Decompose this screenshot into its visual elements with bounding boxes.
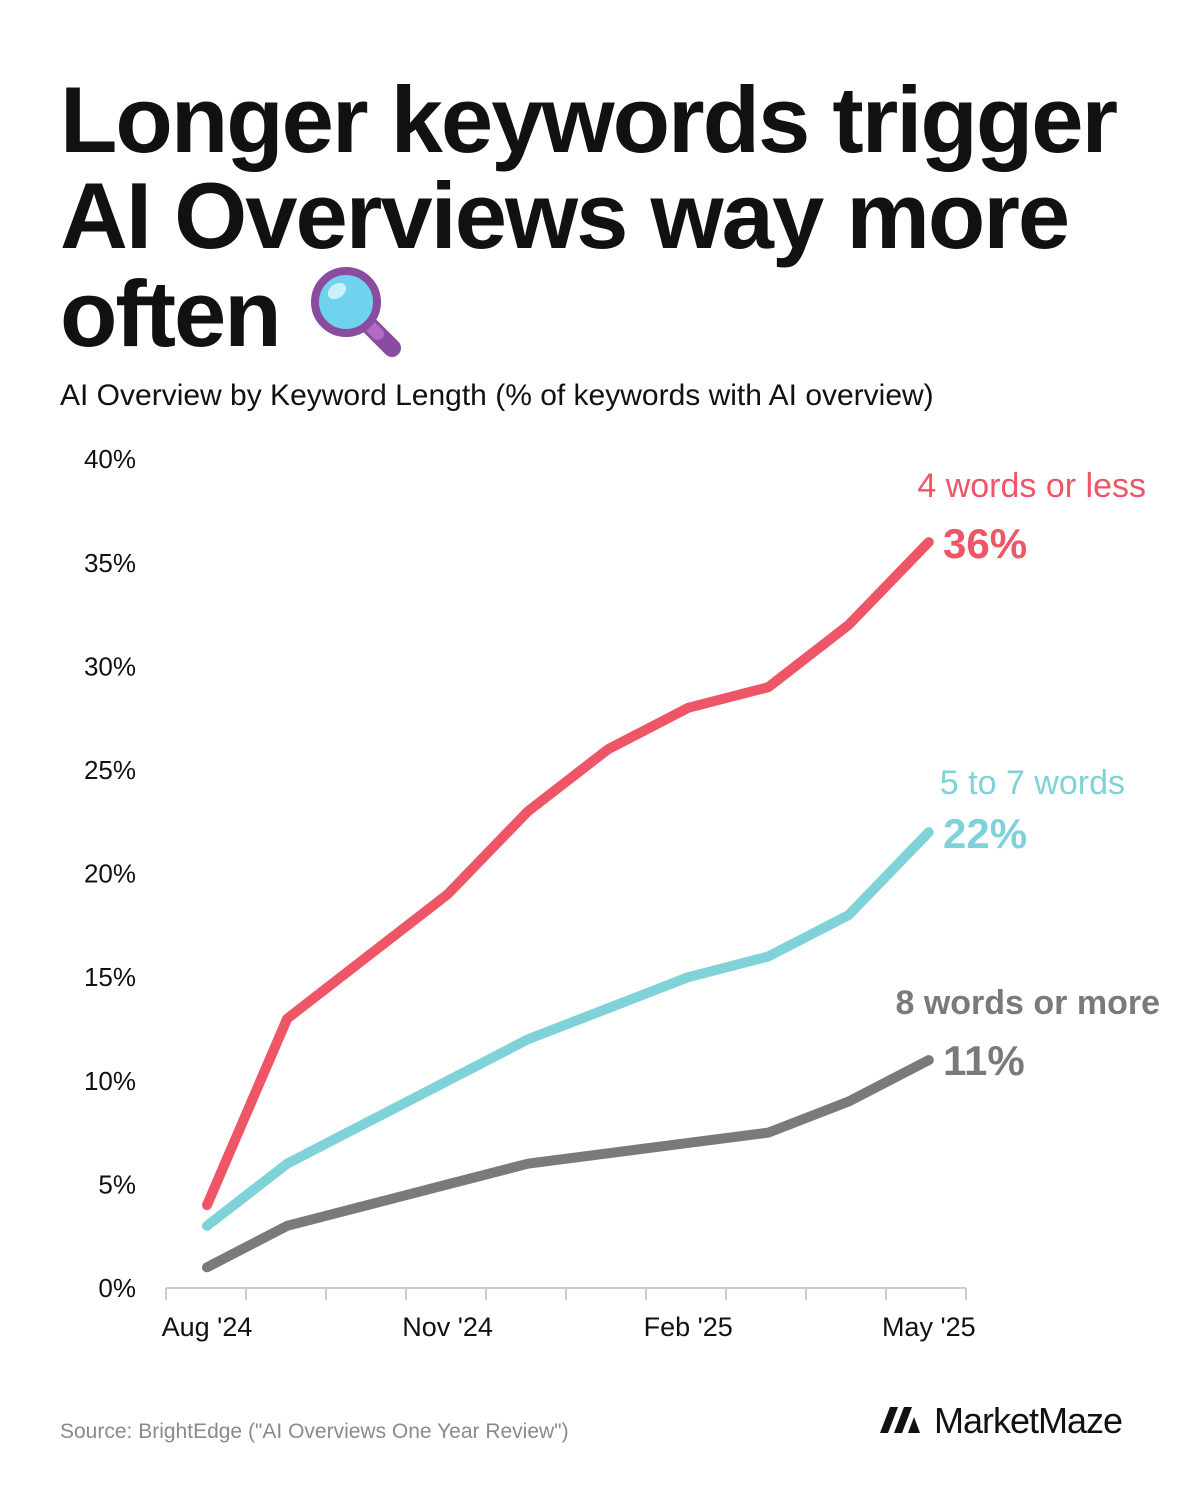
series-labels: 4 words or less 36% 5 to 7 words 22% 8 words… <box>895 467 1160 1084</box>
title-line-1: Longer keywords trigger <box>60 67 1118 172</box>
y-tick-label: 5% <box>98 1169 136 1199</box>
series-name-label: 8 words or more <box>895 984 1160 1022</box>
y-tick-label: 25% <box>84 755 136 785</box>
page-title: Longer keywords trigger AI Overviews way… <box>60 72 1160 376</box>
x-tick-label: Feb '25 <box>644 1312 733 1342</box>
magnifying-glass-icon <box>308 264 404 376</box>
x-tick-label: Aug '24 <box>162 1312 253 1342</box>
series-end-value-label: 22% <box>943 810 1027 857</box>
chart-subtitle: AI Overview by Keyword Length (% of keyw… <box>60 379 934 412</box>
series-line-3 <box>202 1055 934 1273</box>
x-tick-label: Nov '24 <box>402 1312 493 1342</box>
series-end-value-label: 11% <box>943 1037 1025 1084</box>
y-tick-label: 15% <box>84 962 136 992</box>
y-tick-label: 20% <box>84 859 136 889</box>
source-note: Source: BrightEdge ("AI Overviews One Ye… <box>60 1420 569 1443</box>
x-tick-label: May '25 <box>882 1312 976 1342</box>
brand-logo[interactable]: MarketMaze <box>880 1400 1123 1442</box>
y-tick-label: 10% <box>84 1066 136 1096</box>
y-tick-label: 40% <box>84 444 136 474</box>
y-tick-label: 0% <box>98 1273 136 1303</box>
title-line-2: AI Overviews way more <box>60 163 1070 268</box>
y-tick-label: 35% <box>84 548 136 578</box>
line-chart: 0% 5% 10% 15% 20% 25% 30% 35% 40% Aug '24 Nov '24 F… <box>84 444 1160 1342</box>
series-line-1 <box>202 537 934 1211</box>
axes: 0% 5% 10% 15% 20% 25% 30% 35% 40% Aug '24 Nov '24 F… <box>84 444 976 1342</box>
marketmaze-logo-icon <box>880 1405 924 1438</box>
series-lines <box>202 537 934 1273</box>
series-name-label: 5 to 7 words <box>940 764 1125 802</box>
brand-name: MarketMaze <box>934 1400 1123 1441</box>
series-end-value-label: 36% <box>943 520 1027 567</box>
title-line-3: often <box>60 261 282 366</box>
series-name-label: 4 words or less <box>917 467 1146 505</box>
series-line-2 <box>202 827 934 1231</box>
y-tick-label: 30% <box>84 651 136 681</box>
